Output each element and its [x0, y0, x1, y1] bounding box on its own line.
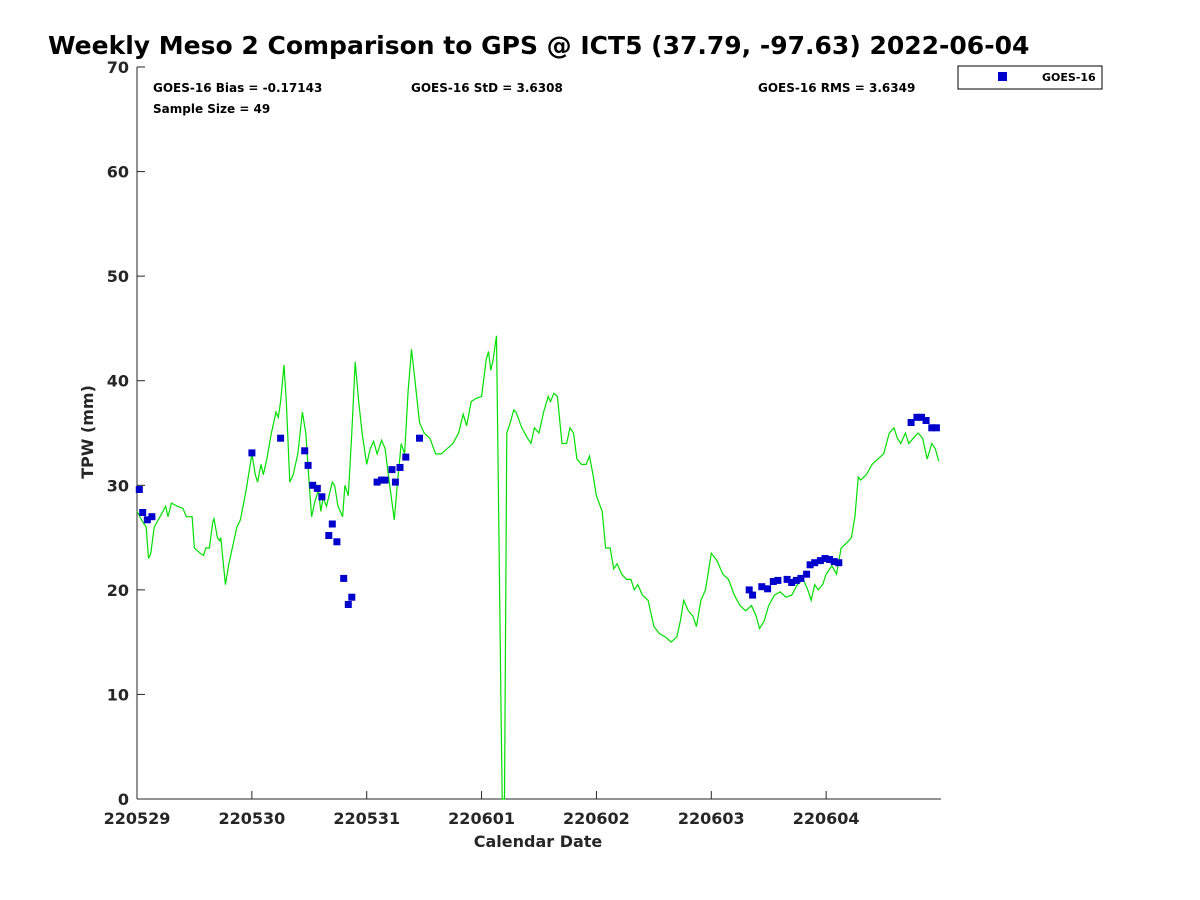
goes16-point: [749, 591, 757, 599]
std-stat: GOES-16 StD = 3.6308: [411, 81, 563, 95]
legend: GOES-16: [957, 65, 1103, 90]
goes16-point: [277, 434, 285, 442]
goes16-point: [816, 557, 824, 565]
goes16-point: [301, 447, 309, 455]
goes16-point: [913, 413, 921, 421]
goes16-point: [143, 516, 151, 524]
y-tick-label: 40: [107, 372, 129, 391]
plot-area: 0 10 20 30 40 50 60 70 220529 220530 220531 220601 2…: [104, 58, 941, 828]
goes16-point: [340, 574, 348, 582]
x-tick-label: 220602: [563, 809, 630, 828]
y-axis-label: TPW (mm): [78, 385, 97, 479]
goes16-point: [928, 424, 936, 432]
goes16-point: [811, 559, 819, 567]
x-tick-label: 220529: [104, 809, 171, 828]
goes16-point: [313, 484, 321, 492]
goes16-point: [783, 575, 791, 583]
goes16-point: [348, 593, 356, 601]
goes16-point: [328, 520, 336, 528]
goes16-point: [758, 583, 766, 591]
x-axis-label: Calendar Date: [474, 832, 603, 851]
goes16-point: [388, 466, 396, 474]
rms-stat: GOES-16 RMS = 3.6349: [758, 81, 915, 95]
x-tick-label: 220603: [678, 809, 745, 828]
goes16-point: [821, 555, 829, 562]
goes16-point: [797, 574, 805, 582]
goes16-point: [344, 601, 352, 608]
goes16-point: [806, 561, 814, 569]
goes16-point: [788, 579, 796, 586]
goes16-point: [304, 461, 312, 469]
goes16-point: [318, 493, 326, 501]
goes16-point: [402, 453, 410, 461]
goes16-point: [774, 576, 782, 584]
goes16-point: [918, 413, 925, 421]
y-tick-label: 0: [118, 790, 129, 809]
chart-title: Weekly Meso 2 Comparison to GPS @ ICT5 (…: [48, 31, 1029, 60]
sample-size-stat: Sample Size = 49: [153, 102, 270, 116]
goes16-point: [764, 585, 772, 593]
y-tick-label: 10: [107, 685, 129, 704]
y-tick-label: 20: [107, 581, 129, 600]
goes16-point: [907, 419, 915, 426]
goes16-point: [148, 513, 156, 521]
goes16-point: [309, 481, 317, 489]
gps-series-line: [136, 335, 940, 800]
goes16-point: [373, 478, 381, 486]
goes16-point: [333, 538, 341, 546]
bias-stat: GOES-16 Bias = -0.17143: [153, 81, 322, 95]
goes16-point: [325, 532, 333, 539]
goes16-point: [803, 570, 811, 578]
goes16-point: [416, 434, 423, 442]
goes16-point: [396, 464, 404, 471]
x-tick-label: 220530: [218, 809, 285, 828]
goes16-point: [745, 586, 753, 594]
goes16-point: [381, 476, 389, 484]
goes16-point: [139, 509, 147, 516]
goes16-point: [391, 478, 399, 486]
y-tick-label: 60: [107, 163, 129, 182]
goes16-point: [830, 558, 838, 566]
legend-marker-goes16: [998, 72, 1007, 81]
y-tick-label: 50: [107, 267, 129, 286]
goes16-point: [835, 559, 843, 567]
y-tick-label: 30: [107, 476, 129, 495]
goes16-point: [922, 417, 930, 424]
y-tick-label: 70: [107, 58, 129, 77]
x-tick-label: 220601: [448, 809, 515, 828]
x-tick-label: 220604: [793, 809, 860, 828]
legend-box: [957, 65, 1103, 90]
legend-label-goes16: GOES-16: [1042, 71, 1096, 84]
goes16-point: [769, 578, 777, 585]
goes16-point: [792, 576, 800, 584]
goes16-point: [135, 486, 143, 493]
goes16-point: [248, 449, 256, 457]
goes16-point: [932, 424, 940, 432]
goes16-point: [826, 556, 834, 563]
x-tick-label: 220531: [333, 809, 400, 828]
